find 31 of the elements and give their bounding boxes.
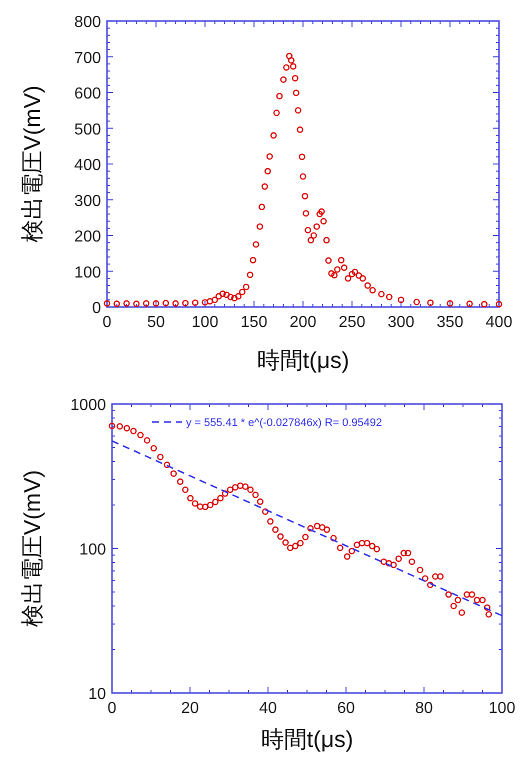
x-tick-label: 400: [486, 314, 512, 331]
y-tick-label: 1000: [70, 397, 106, 414]
y-tick-label: 600: [74, 86, 102, 102]
y-axis-title: 検出電圧V(mV): [19, 85, 45, 243]
x-tick-label: 300: [388, 314, 414, 331]
y-tick-label: 10: [88, 686, 106, 703]
legend-label: y = 555.41 * e^(-0.027846x) R= 0.95492: [186, 417, 382, 429]
y-tick-label: 200: [74, 228, 102, 246]
y-tick-label: 100: [79, 542, 106, 558]
x-axis-title: 時間t(μs): [256, 347, 350, 373]
x-tick-label: 50: [147, 314, 165, 331]
x-tick-label: 100: [488, 700, 516, 717]
x-axis-title: 時間t(μs): [260, 726, 354, 752]
y-tick-label: 700: [74, 50, 102, 67]
y-tick-label: 400: [74, 157, 102, 174]
y-axis-title: 検出電圧V(mV): [19, 470, 45, 628]
x-tick-label: 150: [240, 314, 268, 331]
x-tick-label: 60: [337, 700, 355, 717]
x-tick-label: 20: [181, 700, 199, 717]
x-tick-label: 0: [108, 700, 117, 717]
x-tick-label: 200: [290, 314, 316, 331]
x-tick-label: 350: [436, 314, 464, 331]
x-tick-label: 250: [338, 314, 366, 331]
y-tick-label: 0: [92, 300, 102, 317]
x-tick-label: 40: [259, 700, 277, 717]
y-tick-label: 300: [74, 192, 102, 210]
y-tick-label: 500: [74, 121, 102, 138]
x-tick-label: 80: [415, 700, 433, 717]
y-tick-label: 800: [74, 14, 102, 31]
x-tick-label: 100: [192, 314, 218, 331]
y-tick-label: 100: [74, 264, 102, 282]
